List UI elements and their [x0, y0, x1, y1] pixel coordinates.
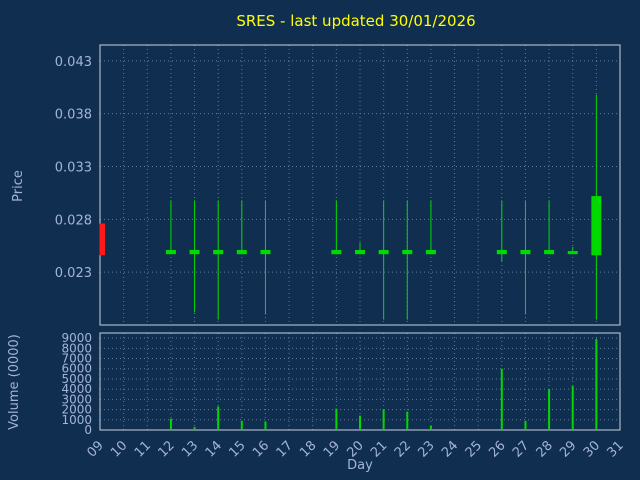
day-tick-label: 22	[392, 438, 414, 460]
day-tick-label: 27	[510, 438, 532, 460]
volume-tick-label: 4000	[61, 382, 92, 396]
candle-body-13	[189, 249, 200, 255]
volume-tick-label: 7000	[61, 352, 92, 366]
candle-body-14	[213, 249, 224, 255]
day-tick-label: 26	[486, 438, 508, 460]
day-tick-label: 14	[203, 438, 225, 460]
day-tick-label: 19	[321, 438, 343, 460]
day-tick-label: 13	[179, 438, 201, 460]
candle-body-26	[496, 249, 507, 255]
volume-tick-label: 3000	[61, 392, 92, 406]
candlestick-series	[99, 94, 602, 320]
volume-series	[169, 339, 598, 430]
candle-body-28	[544, 249, 555, 255]
price-tick-label: 0.043	[55, 55, 92, 70]
candle-body-19	[331, 249, 342, 255]
candle-body-22	[402, 249, 413, 255]
volume-tick-label: 9000	[61, 331, 92, 345]
candle-body-09	[100, 223, 105, 256]
day-tick-label: 15	[226, 438, 248, 460]
day-tick-label: 24	[439, 438, 461, 460]
candle-body-29	[567, 251, 578, 255]
day-tick-label: 16	[250, 438, 272, 460]
volume-tick-label: 6000	[61, 362, 92, 376]
price-tick-label: 0.023	[55, 266, 92, 281]
day-tick-label: 29	[557, 438, 579, 460]
day-tick-label: 10	[108, 438, 130, 460]
day-tick-label: 12	[155, 438, 177, 460]
volume-tick-label: 8000	[61, 341, 92, 355]
day-axis-label: Day	[347, 458, 373, 473]
price-tick-label: 0.028	[55, 213, 92, 228]
volume-tick-label: 5000	[61, 372, 92, 386]
day-tick-label: 17	[274, 438, 296, 460]
volume-axis-label: Volume (0000)	[7, 334, 22, 430]
volume-tick-label: 0	[84, 423, 92, 437]
price-tick-label: 0.038	[55, 108, 92, 123]
price-tick-label: 0.033	[55, 161, 92, 176]
candle-body-27	[520, 249, 531, 255]
day-tick-label: 09	[85, 438, 107, 460]
candle-body-23	[425, 249, 436, 255]
candle-body-16	[260, 249, 271, 255]
price-plot-border	[99, 44, 621, 326]
candle-body-12	[165, 249, 176, 255]
volume-tick-label: 1000	[61, 413, 92, 427]
candle-body-21	[378, 249, 389, 255]
day-tick-label: 30	[581, 438, 603, 460]
day-tick-label: 28	[534, 438, 556, 460]
price-gridlines	[99, 45, 621, 325]
day-tick-label: 23	[415, 438, 437, 460]
volume-tick-label: 2000	[61, 403, 92, 417]
day-tick-label: 11	[132, 438, 154, 460]
day-tick-label: 18	[297, 438, 319, 460]
candle-body-20	[355, 249, 365, 255]
chart-title: SRES - last updated 30/01/2026	[236, 12, 475, 30]
day-tick-label: 31	[605, 438, 627, 460]
candle-body-30	[591, 196, 602, 256]
price-tick-labels: 0.023 0.028 0.033 0.038 0.043	[55, 55, 92, 281]
candle-body-15	[236, 249, 247, 255]
price-axis-label: Price	[11, 170, 26, 202]
volume-gridlines	[99, 333, 621, 431]
day-tick-label: 25	[463, 438, 485, 460]
